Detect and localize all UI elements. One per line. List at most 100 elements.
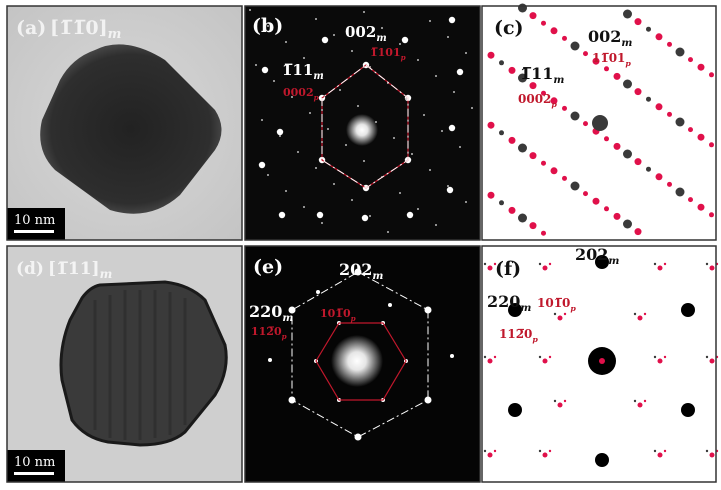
precipitate-spot <box>634 88 642 96</box>
matrix-spot <box>518 143 527 153</box>
precipitate-spot <box>688 197 693 203</box>
diffraction-spot <box>316 211 324 219</box>
precipitate-spot <box>508 206 516 214</box>
satellite-spot <box>553 399 557 403</box>
satellite-spot <box>538 449 542 453</box>
satellite-spot <box>548 355 552 359</box>
diffraction-spot <box>424 306 432 314</box>
matrix-spot <box>623 219 632 229</box>
precipitate-spot <box>646 166 651 172</box>
matrix-spot <box>518 3 527 13</box>
scale-bar <box>14 472 54 475</box>
panel-d-tem-image: (d) [1̅11]m 10 nm <box>7 246 242 482</box>
satellite-spot <box>705 262 709 266</box>
central-spot <box>331 335 383 387</box>
matrix-spot <box>508 403 522 417</box>
faint-spot <box>273 80 275 82</box>
precipitate-spot <box>542 265 548 271</box>
precipitate-spot <box>529 222 537 230</box>
faint-spot <box>315 167 317 169</box>
faint-spot <box>453 91 455 93</box>
diffraction-spot <box>276 128 284 136</box>
faint-spot <box>441 130 443 132</box>
precipitate-spot <box>655 33 663 41</box>
precipitate-spot <box>646 26 651 32</box>
precipitate-spot <box>529 82 537 90</box>
faint-spot <box>321 222 323 224</box>
diffraction-spot <box>361 214 369 222</box>
satellite-spot <box>663 449 667 453</box>
reflection-label: 11̅01p <box>592 51 631 68</box>
precipitate-spot <box>487 51 495 59</box>
satellite-spot <box>653 449 657 453</box>
satellite-spot <box>548 262 552 266</box>
satellite-spot <box>493 449 497 453</box>
reflection-label: 0002p <box>283 86 319 102</box>
faint-spot <box>249 9 251 11</box>
precipitate-spot <box>541 160 546 166</box>
precipitate-spot <box>634 18 642 26</box>
precipitate-spot <box>667 181 672 187</box>
satellite-spot <box>563 399 567 403</box>
scale-bar-label: 10 nm <box>14 213 55 228</box>
precipitate-spot <box>709 212 714 218</box>
matrix-spot <box>508 303 522 317</box>
reflection-label: 1̅101p <box>370 46 406 62</box>
diffraction-spot <box>401 36 409 44</box>
precipitate-spot <box>709 452 715 458</box>
panel-c-letter: (c) <box>494 17 524 39</box>
diffraction-spot <box>450 354 454 358</box>
precipitate-spot <box>688 57 693 63</box>
faint-spot <box>411 153 413 155</box>
satellite-spot <box>663 262 667 266</box>
satellite-spot <box>483 449 487 453</box>
precipitate-spot <box>487 265 493 271</box>
reflection-label: 220m <box>249 302 293 324</box>
precipitate-spot <box>583 191 588 197</box>
reflection-label: 112̅0p <box>499 327 538 344</box>
matrix-spot <box>570 41 580 51</box>
precipitate-spot <box>688 127 693 133</box>
precipitate-spot <box>709 265 715 271</box>
faint-spot <box>459 146 461 148</box>
precipitate-spot <box>529 152 537 160</box>
precipitate-spot <box>583 51 588 57</box>
scale-bar-label: 10 nm <box>14 455 55 470</box>
precipitate-spot <box>657 265 663 271</box>
faint-spot <box>363 11 365 13</box>
diffraction-spot <box>448 16 456 24</box>
diffraction-spot <box>268 358 272 362</box>
satellite-spot <box>663 355 667 359</box>
satellite-spot <box>633 312 637 316</box>
reflection-label: 1̅11m <box>520 64 564 86</box>
diffraction-spot <box>261 66 269 74</box>
faint-spot <box>393 137 395 139</box>
panel-a-letter: (a) <box>16 17 46 39</box>
precipitate-spot <box>697 203 705 211</box>
precipitate-spot <box>634 158 642 166</box>
diffraction-spot <box>388 303 392 307</box>
precipitate-spot <box>542 358 548 364</box>
faint-spot <box>423 114 425 116</box>
central-precipitate-spot <box>599 358 605 364</box>
satellite-spot <box>548 449 552 453</box>
precipitate-spot <box>613 72 621 80</box>
precipitate-spot <box>604 136 609 142</box>
reflection-label: 1̅11m <box>282 61 324 82</box>
panel-e-diffraction: (e) 202m 220m 101̅0p 112̅0p <box>245 246 480 482</box>
precipitate-spot <box>637 315 643 321</box>
matrix-spot <box>675 117 685 127</box>
faint-spot <box>285 41 287 43</box>
matrix-spot <box>518 73 527 83</box>
precipitate-spot <box>508 136 516 144</box>
panel-a-tem-image: (a) [1̅1̅0]m 10 nm <box>7 6 242 240</box>
panel-a-zone-axis: [1̅1̅0]m <box>50 17 121 42</box>
reflection-label: 202m <box>339 260 383 282</box>
faint-spot <box>429 169 431 171</box>
reflection-label: 202m <box>575 245 619 267</box>
diffraction-spot <box>446 186 454 194</box>
faint-spot <box>339 89 341 91</box>
reflection-label: 0002p <box>518 92 557 109</box>
faint-spot <box>315 18 317 20</box>
